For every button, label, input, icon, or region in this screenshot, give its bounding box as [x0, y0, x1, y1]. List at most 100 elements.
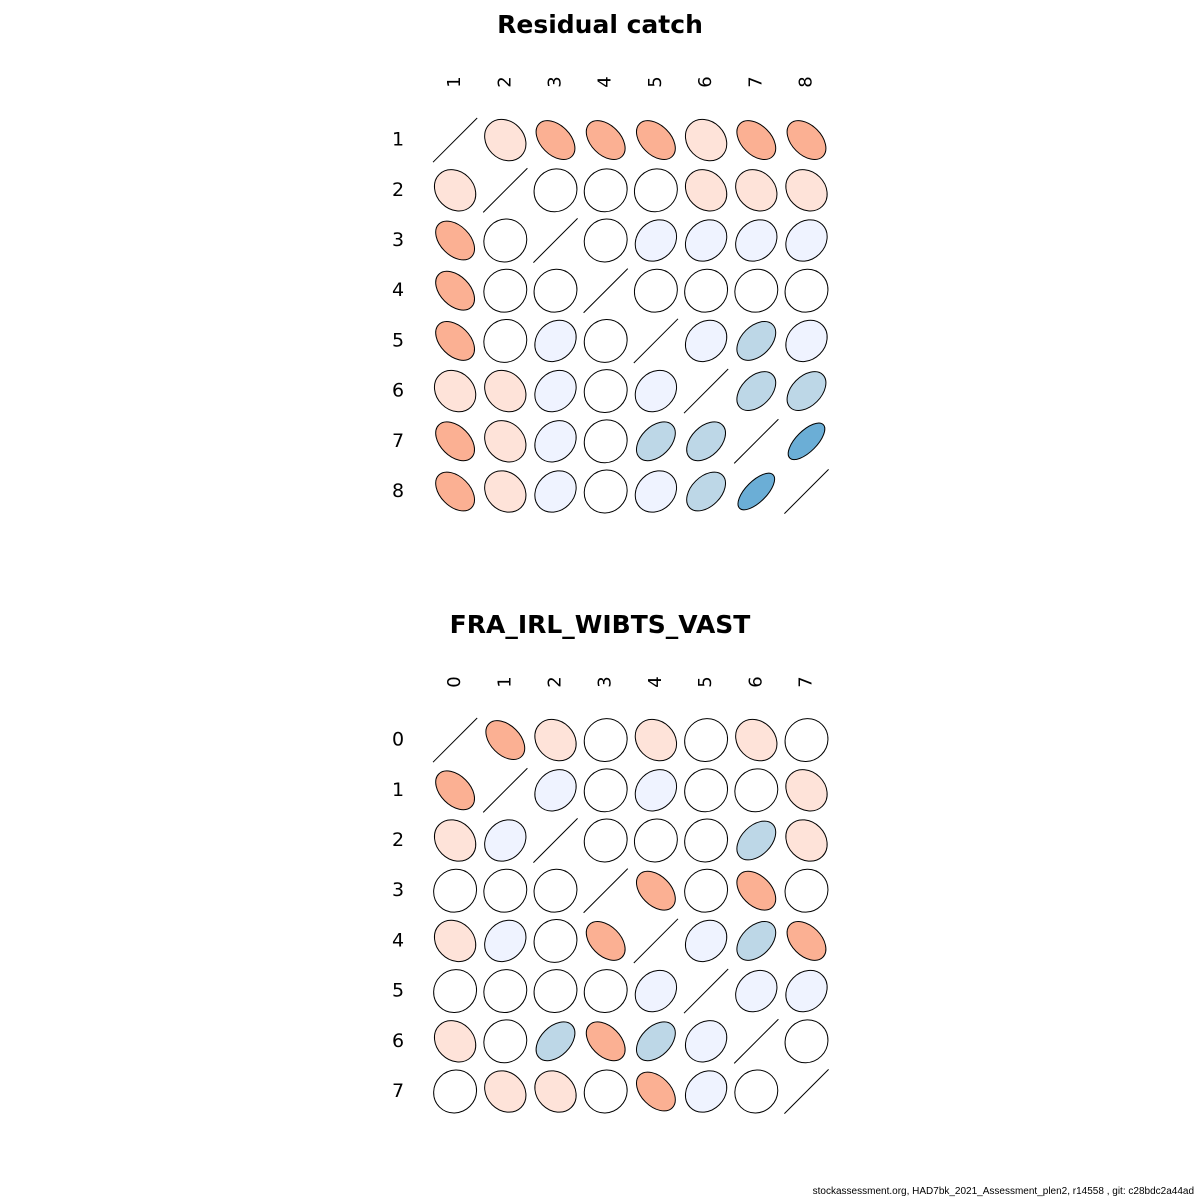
- correlation-ellipse: [484, 919, 527, 963]
- correlation-ellipse: [734, 768, 779, 813]
- correlation-ellipse: [533, 918, 578, 963]
- correlation-ellipse: [435, 270, 475, 311]
- column-label: 7: [796, 676, 817, 687]
- correlation-ellipse: [686, 471, 726, 512]
- correlation-ellipse: [684, 1020, 728, 1063]
- correlation-ellipse: [784, 868, 829, 913]
- correlation-ellipse: [784, 718, 829, 763]
- diagonal-line: [784, 1069, 829, 1114]
- correlation-ellipse: [583, 318, 628, 363]
- correlation-ellipse: [634, 470, 678, 513]
- correlation-ellipse: [736, 371, 777, 411]
- diagonal-line: [482, 167, 528, 213]
- correlation-ellipse: [533, 868, 578, 913]
- correlation-ellipse: [533, 268, 578, 313]
- column-label: 1: [494, 676, 515, 687]
- correlation-ellipse: [636, 870, 676, 911]
- correlation-ellipse: [735, 219, 778, 262]
- correlation-ellipse: [535, 1021, 576, 1062]
- correlation-ellipse: [583, 369, 628, 414]
- row-label: 4: [392, 929, 404, 951]
- diagonal-line: [683, 968, 729, 1014]
- correlation-ellipse: [684, 818, 729, 863]
- correlation-ellipse: [736, 321, 777, 361]
- correlation-ellipse: [583, 1069, 628, 1114]
- correlation-ellipse: [784, 1019, 829, 1064]
- correlation-ellipse: [634, 219, 678, 262]
- correlation-ellipse: [435, 770, 475, 811]
- row-label: 5: [392, 980, 404, 1002]
- correlation-ellipse: [737, 472, 776, 511]
- correlation-ellipse: [686, 421, 726, 462]
- correlation-ellipse: [483, 1019, 528, 1064]
- diagonal-line: [633, 318, 679, 364]
- correlation-ellipse: [483, 868, 528, 913]
- correlation-ellipse: [583, 168, 628, 213]
- correlation-ellipse: [585, 1021, 626, 1062]
- column-label: 5: [645, 76, 666, 87]
- correlation-ellipse: [583, 718, 628, 763]
- column-label: 2: [545, 676, 566, 687]
- diagonal-line: [784, 469, 829, 514]
- column-label: 8: [796, 76, 817, 87]
- diagonal-line: [482, 767, 528, 813]
- correlation-ellipse: [534, 769, 577, 812]
- row-label: 6: [392, 1030, 404, 1052]
- correlation-ellipse: [435, 321, 475, 361]
- diagonal-line: [633, 918, 679, 964]
- correlation-ellipse: [583, 818, 628, 863]
- row-label: 3: [392, 229, 404, 251]
- correlation-ellipse: [535, 120, 576, 160]
- row-label: 1: [392, 779, 404, 801]
- diagonal-line: [583, 268, 629, 314]
- correlation-ellipse: [534, 470, 577, 513]
- correlation-ellipse: [534, 1070, 577, 1113]
- diagonal-line: [432, 717, 478, 763]
- correlation-ellipse: [583, 419, 628, 464]
- column-label: 0: [444, 676, 465, 687]
- correlation-ellipse: [787, 422, 826, 461]
- correlation-ellipse: [785, 219, 828, 262]
- correlation-ellipse: [684, 1070, 728, 1113]
- row-label: 6: [392, 380, 404, 402]
- correlation-ellipse: [684, 718, 729, 763]
- chart-title: FRA_IRL_WIBTS_VAST: [450, 610, 751, 639]
- correlation-ellipse: [484, 470, 527, 513]
- correlation-ellipse: [636, 120, 676, 160]
- column-label: 4: [645, 676, 666, 687]
- correlation-ellipse: [435, 220, 475, 261]
- correlation-ellipse: [636, 1021, 676, 1062]
- correlation-ellipse: [583, 969, 628, 1014]
- row-label: 0: [392, 729, 404, 751]
- diagonal-line: [583, 868, 629, 914]
- correlation-ellipse: [684, 268, 729, 313]
- correlation-ellipse: [534, 369, 577, 413]
- correlation-ellipse: [785, 319, 828, 363]
- correlation-ellipse: [736, 921, 777, 961]
- correlation-ellipse: [634, 718, 678, 762]
- correlation-ellipse: [433, 819, 477, 862]
- correlation-ellipse: [433, 919, 477, 963]
- correlation-ellipse: [735, 718, 778, 762]
- row-label: 1: [392, 129, 404, 151]
- row-label: 2: [392, 829, 404, 851]
- column-label: 7: [745, 76, 766, 87]
- correlation-ellipse: [583, 218, 628, 263]
- column-label: 6: [745, 676, 766, 687]
- column-label: 1: [444, 76, 465, 87]
- correlation-ellipse: [433, 868, 478, 913]
- correlation-ellipse: [533, 969, 578, 1014]
- correlation-ellipse: [483, 268, 528, 313]
- correlation-ellipse: [534, 319, 577, 363]
- correlation-ellipse: [736, 870, 777, 911]
- correlation-ellipse: [736, 820, 777, 861]
- correlation-ellipse: [684, 219, 728, 262]
- correlation-ellipse: [633, 268, 678, 313]
- row-label: 8: [392, 480, 404, 502]
- column-label: 3: [545, 76, 566, 87]
- correlation-ellipse: [435, 471, 475, 512]
- correlation-ellipse: [533, 168, 578, 213]
- diagonal-line: [733, 1018, 779, 1064]
- correlation-ellipse: [484, 420, 527, 463]
